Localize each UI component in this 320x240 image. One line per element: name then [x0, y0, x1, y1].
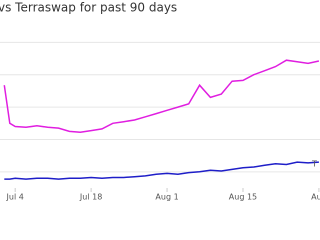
x-tick-label: Aug 15: [229, 193, 257, 202]
x-tick-label: Aug 1: [155, 193, 178, 202]
x-tick-label: Jul 4: [6, 193, 24, 202]
page: vs Terraswap for past 90 days Jul 4 Jul 1…: [0, 0, 320, 202]
series-line: [3, 59, 320, 133]
series-line: [4, 161, 319, 180]
x-tick-label: Aug: [311, 193, 320, 202]
annotation: T: [311, 160, 317, 169]
chart: vs Terraswap for past 90 days Jul 4 Jul 1…: [0, 1, 320, 202]
x-tick-label: Jul 18: [79, 193, 102, 202]
chart-title: vs Terraswap for past 90 days: [0, 1, 177, 15]
